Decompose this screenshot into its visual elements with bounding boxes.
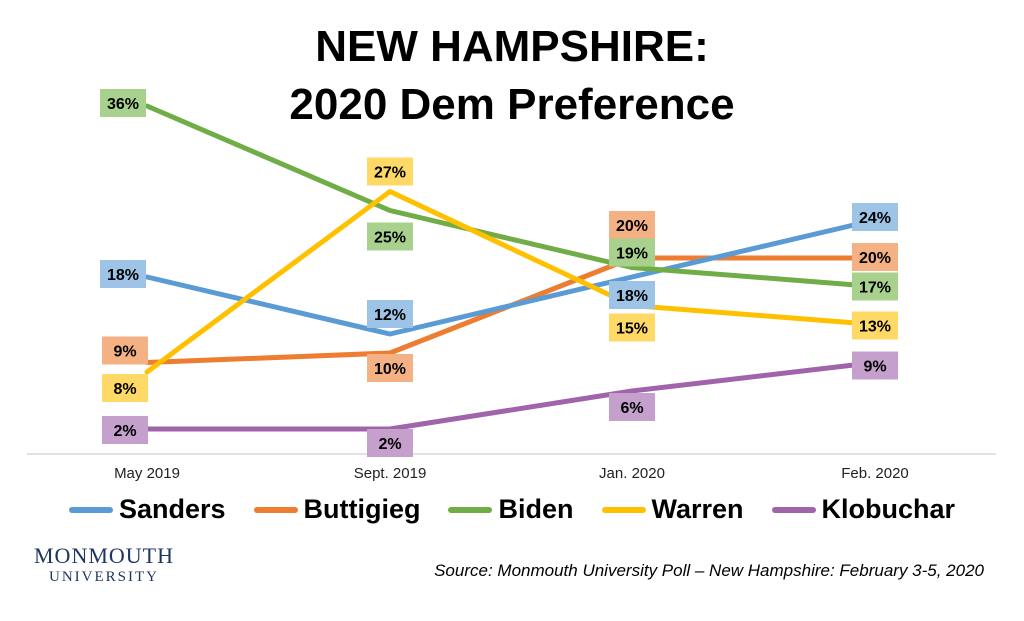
data-label-box-sanders [852, 203, 898, 231]
x-tick-label: Sept. 2019 [354, 465, 427, 482]
data-label-box-buttigieg [609, 211, 655, 239]
data-label-biden: 36% [107, 96, 139, 113]
legend-label: Klobuchar [821, 494, 956, 524]
chart-title-line2: 2020 Dem Preference [289, 80, 735, 129]
series-line-buttigieg [144, 255, 878, 365]
data-label-box-sanders [367, 300, 413, 328]
data-label-warren: 27% [374, 165, 406, 182]
data-label-biden: 19% [616, 246, 648, 263]
data-label-box-klobuchar [102, 416, 148, 444]
series-line-warren [144, 189, 878, 375]
data-label-buttigieg: 20% [859, 250, 891, 267]
series-line-sanders [144, 217, 878, 337]
legend-label: Sanders [118, 494, 226, 524]
data-label-warren: 13% [859, 319, 891, 336]
data-label-box-biden [609, 238, 655, 267]
data-label-box-biden [852, 272, 898, 301]
legend-item-buttigieg: Buttigieg [253, 494, 421, 525]
data-label-klobuchar: 2% [378, 436, 401, 453]
data-label-box-buttigieg [852, 243, 898, 271]
series-line-klobuchar [144, 360, 878, 432]
data-label-box-sanders [100, 260, 146, 288]
data-label-klobuchar: 6% [620, 400, 643, 417]
legend-item-warren: Warren [601, 494, 744, 525]
data-label-klobuchar: 9% [863, 359, 886, 376]
data-label-box-biden [100, 89, 146, 117]
data-label-klobuchar: 2% [113, 423, 136, 440]
legend-item-klobuchar: Klobuchar [771, 494, 956, 525]
data-label-warren: 15% [616, 321, 648, 338]
data-label-sanders: 18% [616, 288, 648, 305]
legend-label: Buttigieg [303, 494, 421, 524]
data-label-box-sanders [609, 281, 655, 309]
logo-line2: UNIVERSITY [49, 569, 159, 585]
legend-swatch [68, 506, 113, 513]
data-label-box-buttigieg [367, 354, 413, 382]
legend-swatch [771, 506, 816, 513]
data-label-biden: 25% [374, 230, 406, 247]
data-label-box-warren [852, 311, 898, 340]
legend-label: Biden [498, 494, 574, 524]
x-tick-label: Jan. 2020 [599, 465, 665, 482]
data-label-sanders: 12% [374, 307, 406, 324]
data-label-box-warren [609, 313, 655, 342]
logo-line1: MONMOUTH [34, 543, 174, 568]
data-label-buttigieg: 9% [113, 344, 136, 361]
data-label-box-biden [367, 222, 413, 251]
legend-swatch [253, 506, 298, 513]
monmouth-university-logo: MONMOUTH UNIVERSITY [34, 544, 174, 586]
legend-swatch [448, 506, 493, 513]
source-note: Source: Monmouth University Poll – New H… [434, 561, 984, 580]
data-label-box-klobuchar [609, 393, 655, 421]
data-label-warren: 8% [113, 381, 136, 398]
data-label-biden: 17% [859, 280, 891, 297]
data-label-box-warren [367, 157, 413, 186]
legend-swatch [601, 506, 646, 513]
data-label-box-klobuchar [367, 429, 413, 457]
chart-title-line1: NEW HAMPSHIRE: [315, 22, 709, 71]
data-label-buttigieg: 10% [374, 361, 406, 378]
legend-label: Warren [651, 494, 744, 524]
data-label-box-warren [102, 374, 148, 402]
x-tick-label: Feb. 2020 [841, 465, 909, 482]
legend-item-sanders: Sanders [68, 494, 226, 525]
data-label-box-buttigieg [102, 336, 148, 365]
data-label-sanders: 24% [859, 210, 891, 227]
legend-item-biden: Biden [448, 494, 574, 525]
chart-legend: Sanders Buttigieg Biden Warren Klobuchar [0, 494, 1024, 525]
data-label-buttigieg: 20% [616, 218, 648, 235]
data-label-box-klobuchar [852, 351, 898, 380]
x-tick-label: May 2019 [114, 465, 180, 482]
data-label-sanders: 18% [107, 267, 139, 284]
series-line-biden [144, 103, 878, 289]
